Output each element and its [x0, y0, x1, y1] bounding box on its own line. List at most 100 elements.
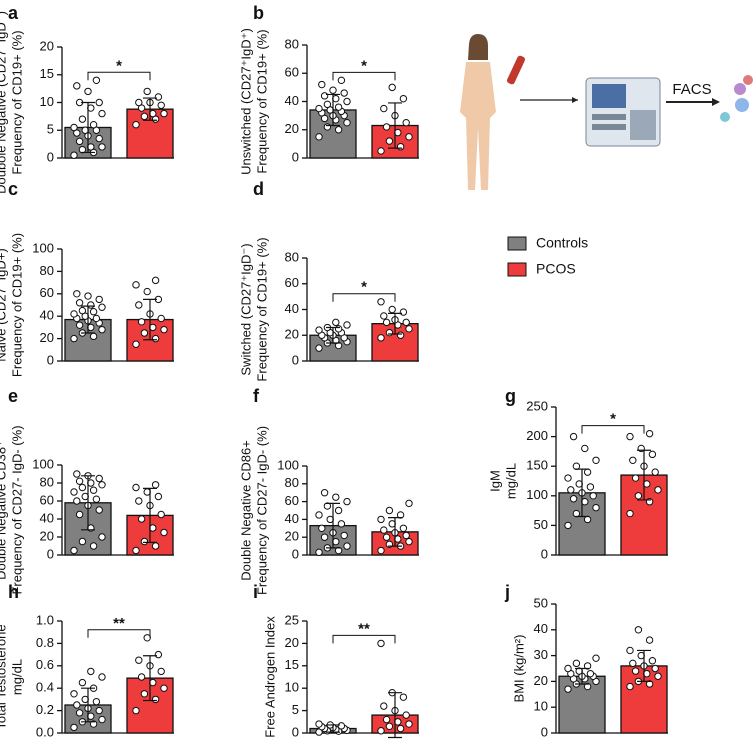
y-tick-label: 0 — [292, 724, 299, 739]
data-point — [654, 486, 662, 494]
data-point — [651, 468, 659, 476]
panel: c 0 20 40 60 80 100 Naive (CD27⁻IgD+) Frequency … — [0, 179, 174, 377]
panel: a 0 5 10 15 20 Doubole Negative (CD27⁻IgD⁻) Fre… — [0, 3, 174, 194]
data-point — [405, 133, 413, 141]
y-axis-label: Total Testosterone — [0, 624, 8, 729]
panel: i 0 5 10 15 20 25 Free Androgen Index ** — [253, 582, 419, 739]
data-point — [564, 521, 572, 530]
significance-label: * — [361, 279, 367, 296]
data-point — [380, 702, 388, 710]
data-point — [634, 626, 643, 634]
y-tick-label: 20 — [285, 635, 299, 650]
data-point — [75, 321, 84, 329]
data-point — [592, 456, 600, 464]
y-tick-label: 100 — [526, 487, 548, 502]
y-tick-label: 5 — [47, 122, 54, 137]
legend-swatch — [507, 262, 527, 277]
data-point — [89, 542, 98, 550]
y-axis-label: mg/dL — [9, 659, 24, 695]
significance-bracket — [87, 629, 151, 638]
y-tick-label: 0.0 — [36, 724, 54, 739]
panel-letter: c — [8, 179, 18, 199]
error-bar — [326, 93, 340, 127]
y-tick-label: 20 — [40, 528, 54, 543]
data-point — [151, 276, 160, 285]
y-axis-label: Unswitched (CD27⁺IgD⁺) — [238, 28, 253, 175]
y-tick-label: 0 — [292, 352, 299, 367]
data-point — [323, 123, 332, 131]
y-tick-label: 60 — [40, 492, 54, 507]
data-point — [132, 706, 140, 715]
data-point — [70, 334, 78, 343]
data-point — [377, 639, 385, 648]
data-point — [564, 664, 572, 673]
panel-letter: d — [253, 179, 264, 199]
y-axis-label: Double Negative CD38⁺ — [0, 440, 8, 580]
data-point — [70, 123, 78, 132]
data-point — [377, 515, 385, 524]
data-point — [92, 314, 101, 323]
data-point — [592, 503, 600, 512]
data-point — [160, 325, 168, 334]
error-bar — [326, 502, 340, 549]
data-point — [151, 481, 160, 489]
data-point — [382, 533, 391, 541]
y-tick-label: 20 — [285, 327, 299, 342]
data-point — [95, 295, 103, 304]
data-point — [140, 690, 149, 698]
data-point — [92, 76, 101, 85]
panel-letter: i — [253, 582, 258, 602]
data-point — [332, 493, 340, 501]
data-point — [380, 526, 388, 534]
data-point — [89, 121, 98, 129]
y-tick-label: 60 — [285, 493, 299, 508]
y-tick-label: 60 — [285, 65, 299, 80]
y-tick-label: 0.6 — [36, 657, 54, 672]
significance-label: ** — [358, 620, 370, 637]
data-point — [73, 82, 81, 90]
data-point — [98, 143, 106, 151]
data-point — [315, 344, 323, 352]
data-point — [157, 510, 165, 519]
data-point — [402, 318, 410, 327]
data-point — [70, 151, 78, 159]
y-axis-label: Frequency of CD19+ (%) — [9, 30, 24, 174]
y-tick-label: 0 — [47, 149, 54, 164]
y-tick-label: 25 — [285, 612, 299, 627]
data-point — [78, 306, 87, 315]
data-point — [89, 720, 98, 728]
data-point — [583, 468, 592, 476]
data-point — [569, 432, 578, 441]
data-point — [320, 92, 329, 100]
data-point — [343, 497, 351, 506]
error-bar — [637, 449, 651, 501]
data-point — [315, 511, 323, 519]
significance-label: * — [116, 57, 122, 74]
data-point — [70, 546, 78, 555]
data-point — [89, 486, 98, 494]
data-point — [151, 334, 160, 343]
y-tick-label: 40 — [285, 511, 299, 526]
data-point — [343, 97, 351, 106]
y-tick-label: 40 — [40, 510, 54, 525]
data-point — [337, 76, 346, 85]
y-tick-label: 20 — [534, 673, 548, 688]
data-point — [626, 682, 634, 691]
data-point — [140, 329, 149, 337]
data-point — [143, 87, 151, 96]
panel-letter: b — [253, 3, 264, 23]
y-tick-label: 10 — [534, 699, 548, 714]
error-bar — [326, 724, 340, 733]
data-point — [337, 722, 346, 730]
data-point — [380, 312, 388, 320]
data-point — [135, 301, 143, 309]
y-tick-label: 80 — [285, 475, 299, 490]
y-tick-label: 10 — [40, 94, 54, 109]
data-point — [340, 531, 348, 540]
error-bar — [575, 667, 589, 685]
y-tick-label: 60 — [285, 275, 299, 290]
data-point — [318, 524, 326, 532]
legend-label: PCOS — [536, 261, 576, 277]
significance-label: * — [361, 57, 367, 74]
